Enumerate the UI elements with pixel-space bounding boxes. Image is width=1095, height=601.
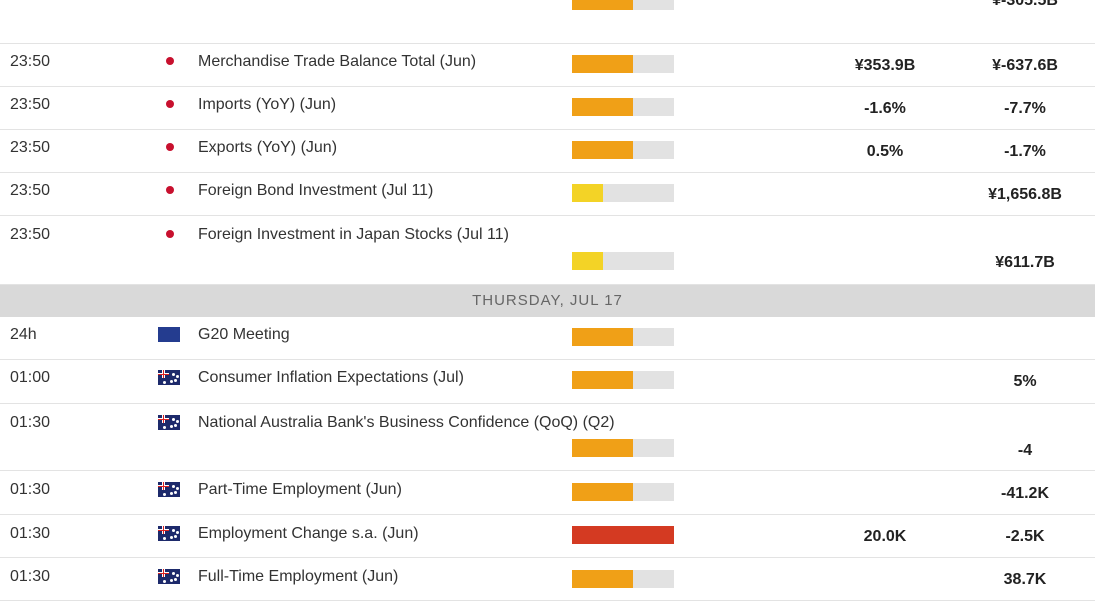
event-row[interactable]: 01:00 Consumer Inflation Expectations (Ju…	[0, 360, 1095, 404]
event-row[interactable]: 23:50Adjusted Merchandise Trade Balance …	[0, 0, 1095, 44]
importance-fill	[572, 252, 603, 270]
event-row[interactable]: 01:30 Part-Time Employment (Jun) -41.2K	[0, 471, 1095, 515]
previous-value: -41.2K	[1000, 485, 1050, 502]
event-row[interactable]: 23:50 Foreign Investment in Japan Stocks …	[0, 216, 1095, 285]
importance-fill	[572, 0, 634, 10]
previous-value: -4	[1017, 442, 1033, 459]
event-row[interactable]: 23:50 Merchandise Trade Balance Total (Ju…	[0, 44, 1095, 87]
au-flag-icon	[158, 415, 180, 430]
jp-flag-icon	[158, 140, 180, 155]
event-time: 01:30	[10, 414, 51, 431]
event-row[interactable]: 23:50 Foreign Bond Investment (Jul 11) ¥1,…	[0, 173, 1095, 216]
importance-bar	[572, 55, 674, 73]
event-name[interactable]: Exports (YoY) (Jun)	[198, 139, 338, 156]
au-flag-icon	[158, 482, 180, 497]
importance-bar	[572, 371, 674, 389]
importance-fill	[572, 98, 634, 116]
importance-bar	[572, 184, 674, 202]
importance-fill	[572, 483, 634, 501]
importance-fill	[572, 439, 634, 457]
event-row[interactable]: 01:30 National Australia Bank's Business …	[0, 404, 1095, 471]
importance-bar	[572, 98, 674, 116]
importance-fill	[572, 55, 634, 73]
event-row[interactable]: 23:50 Imports (YoY) (Jun) -1.6% -7.7%	[0, 87, 1095, 130]
event-name[interactable]: Part-Time Employment (Jun)	[198, 481, 402, 498]
event-name[interactable]: Consumer Inflation Expectations (Jul)	[198, 369, 464, 386]
importance-fill	[572, 184, 603, 202]
jp-flag-icon	[158, 97, 180, 112]
previous-value: -2.5K	[1005, 528, 1045, 545]
jp-flag-icon	[158, 183, 180, 198]
importance-bar	[572, 252, 674, 270]
previous-value: 38.7K	[1003, 571, 1047, 588]
actual-value: ¥353.9B	[854, 57, 916, 74]
event-name[interactable]: Imports (YoY) (Jun)	[198, 96, 337, 113]
previous-value: ¥611.7B	[995, 254, 1055, 271]
actual-value: 20.0K	[863, 528, 907, 545]
importance-fill	[572, 570, 634, 588]
event-name[interactable]: Full-Time Employment (Jun)	[198, 568, 399, 585]
importance-bar	[572, 0, 674, 10]
event-name[interactable]: Merchandise Trade Balance Total (Jun)	[198, 53, 477, 70]
importance-bar	[572, 483, 674, 501]
event-time: 23:50	[10, 182, 51, 199]
event-name[interactable]: National Australia Bank's Business Confi…	[198, 414, 615, 431]
importance-bar	[572, 570, 674, 588]
au-flag-icon	[158, 569, 180, 584]
event-time: 23:50	[10, 96, 51, 113]
event-row[interactable]: 01:30 Full-Time Employment (Jun) 38.7K	[0, 558, 1095, 601]
event-time: 01:30	[10, 568, 51, 585]
event-name[interactable]: Employment Change s.a. (Jun)	[198, 525, 419, 542]
actual-value: 0.5%	[866, 143, 904, 160]
importance-bar	[572, 439, 674, 457]
au-flag-icon	[158, 526, 180, 541]
previous-value: ¥-637.6B	[992, 57, 1058, 74]
event-time: 23:50	[10, 53, 51, 70]
au-flag-icon	[158, 370, 180, 385]
eu-flag-icon	[158, 327, 180, 342]
event-time: 23:50	[10, 139, 51, 156]
event-time: 01:30	[10, 481, 51, 498]
previous-value: ¥-305.5B	[992, 0, 1058, 9]
actual-value: -1.6%	[864, 100, 906, 117]
previous-value: 5%	[1013, 373, 1037, 390]
importance-fill	[572, 371, 634, 389]
importance-fill	[572, 526, 674, 544]
event-name[interactable]: Foreign Bond Investment (Jul 11)	[198, 182, 434, 199]
event-time: 01:30	[10, 525, 51, 542]
event-row[interactable]: 23:50 Exports (YoY) (Jun) 0.5% -1.7%	[0, 130, 1095, 173]
jp-flag-icon	[158, 54, 180, 69]
previous-value: ¥1,656.8B	[988, 186, 1062, 203]
day-header: THURSDAY, JUL 17	[0, 285, 1095, 317]
importance-fill	[572, 141, 634, 159]
importance-fill	[572, 328, 634, 346]
event-time: 23:50	[10, 226, 51, 243]
event-row[interactable]: 01:30 Employment Change s.a. (Jun) 20.0K -2…	[0, 515, 1095, 558]
event-time: 24h	[10, 326, 37, 343]
importance-bar	[572, 328, 674, 346]
jp-flag-icon	[158, 227, 180, 242]
previous-value: -1.7%	[1004, 143, 1046, 160]
event-row[interactable]: 24h G20 Meeting	[0, 317, 1095, 360]
event-time: 01:00	[10, 369, 51, 386]
importance-bar	[572, 526, 674, 544]
event-name[interactable]: Foreign Investment in Japan Stocks (Jul …	[198, 226, 509, 243]
importance-bar	[572, 141, 674, 159]
previous-value: -7.7%	[1004, 100, 1046, 117]
event-name[interactable]: G20 Meeting	[198, 326, 290, 343]
